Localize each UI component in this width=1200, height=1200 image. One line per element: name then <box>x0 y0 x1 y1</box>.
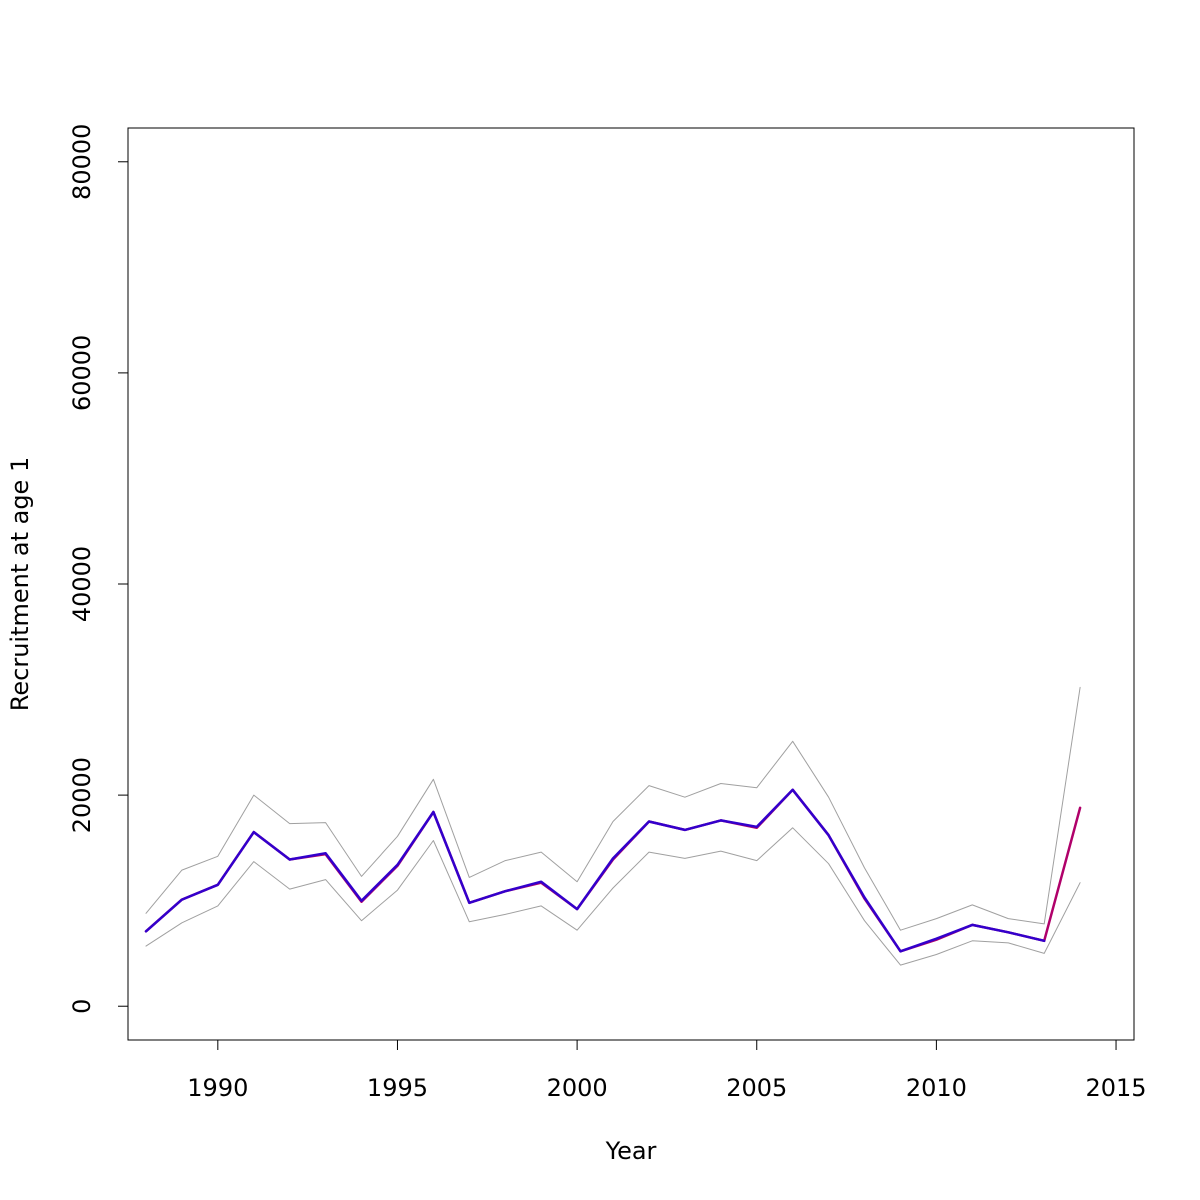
x-tick-label-2015: 2015 <box>1085 1074 1146 1102</box>
series-line-1 <box>145 827 1081 966</box>
y-tick-label-20000: 20000 <box>68 757 96 833</box>
y-axis: 0 20000 40000 60000 80000 <box>68 124 128 1014</box>
series-line-3 <box>144 788 1046 953</box>
x-axis: 1990 1995 2000 2005 2010 2015 <box>187 1040 1147 1102</box>
x-axis-title: Year <box>605 1137 657 1165</box>
x-tick-label-2005: 2005 <box>726 1074 787 1102</box>
plot-frame <box>127 127 1135 1041</box>
x-tick-label-1990: 1990 <box>187 1074 248 1102</box>
x-tick-label-2010: 2010 <box>906 1074 967 1102</box>
y-tick-label-40000: 40000 <box>68 546 96 622</box>
x-tick-label-1995: 1995 <box>367 1074 428 1102</box>
y-tick-label-0: 0 <box>68 999 96 1014</box>
y-tick-label-80000: 80000 <box>68 124 96 200</box>
series-line-0 <box>145 686 1081 931</box>
series-layer <box>144 686 1082 966</box>
y-axis-title: Recruitment at age 1 <box>6 457 34 711</box>
y-tick-label-60000: 60000 <box>68 335 96 411</box>
x-tick-label-2000: 2000 <box>547 1074 608 1102</box>
series-line-2 <box>144 788 1082 953</box>
